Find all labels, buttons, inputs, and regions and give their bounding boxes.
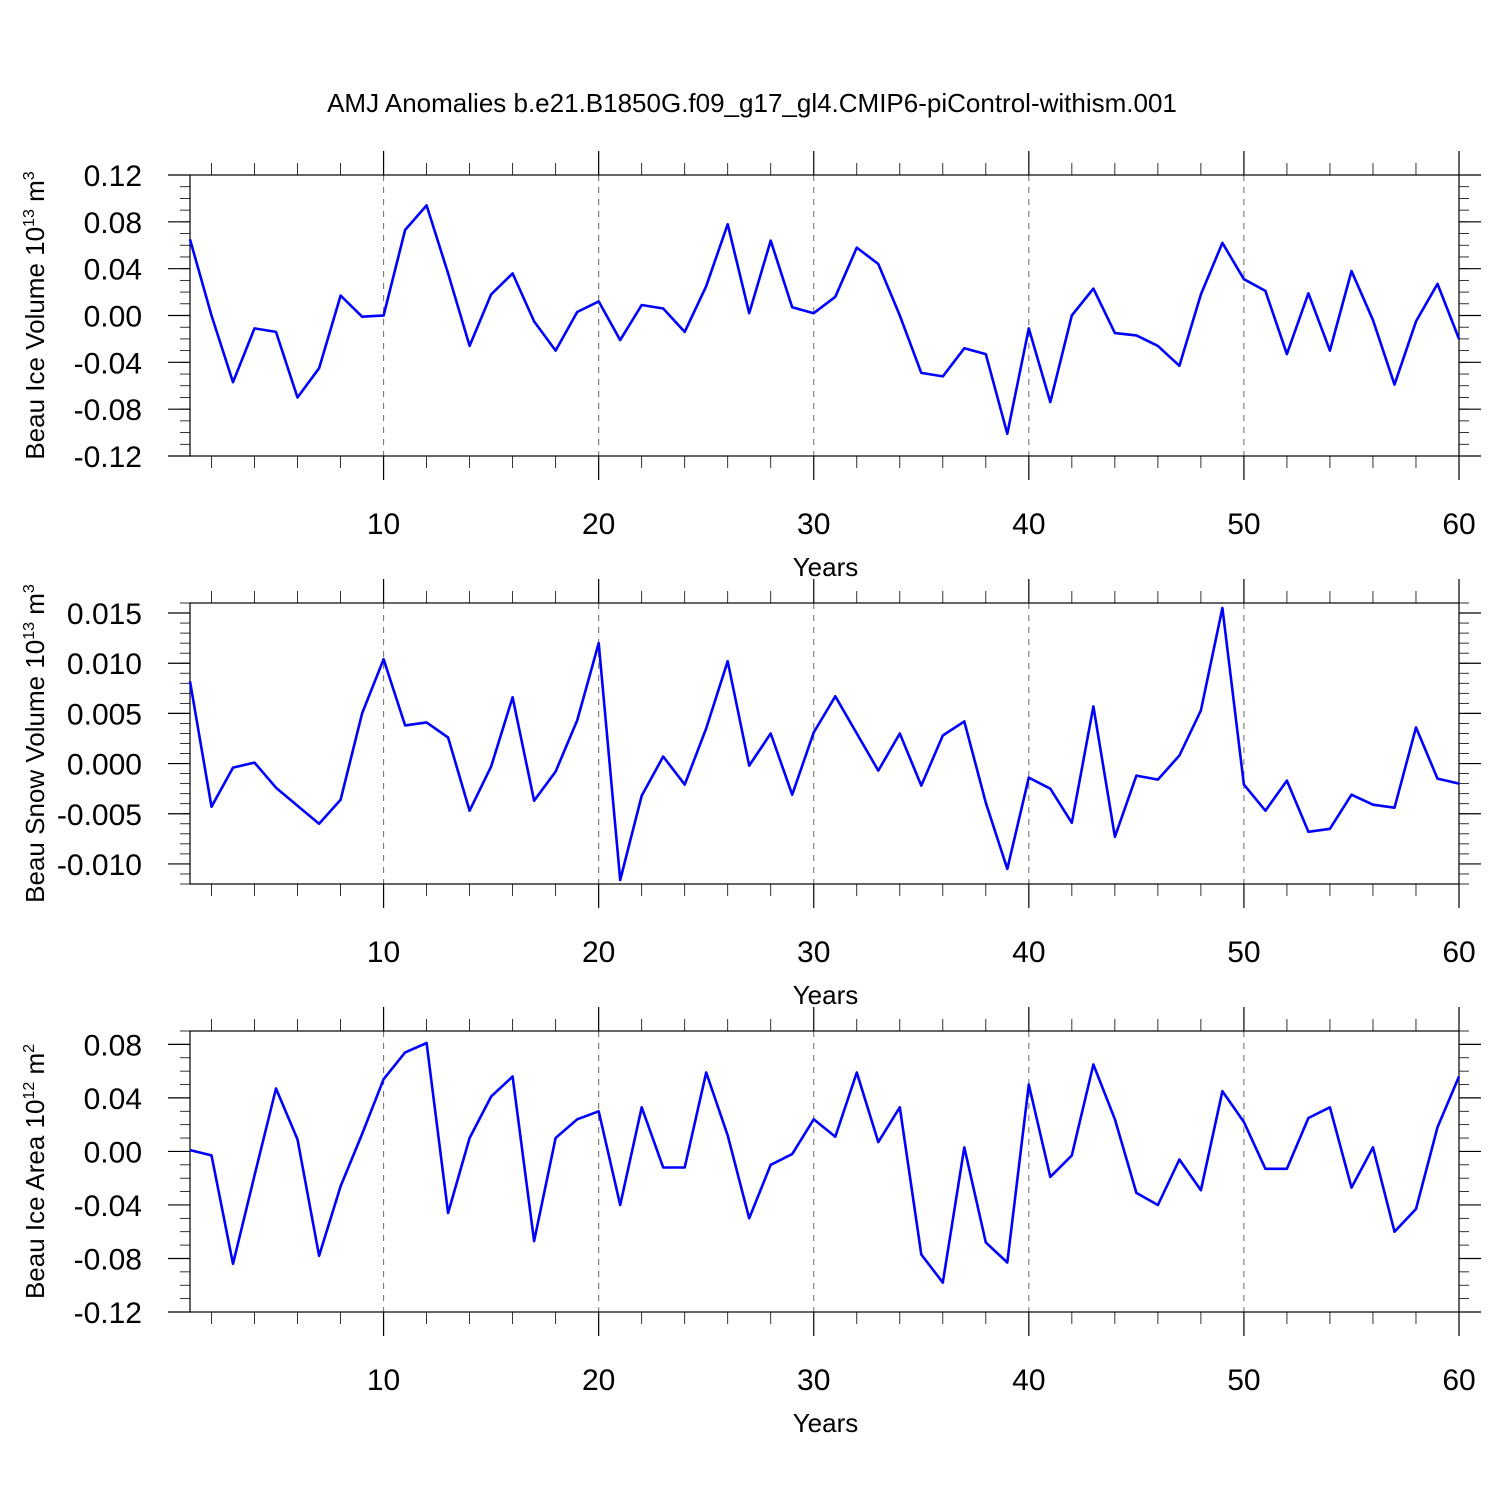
- y-axis-label: Beau Snow Volume 1013 m3: [20, 584, 50, 903]
- x-tick-label: 10: [367, 936, 400, 969]
- y-tick-label: 0.08: [84, 1029, 142, 1062]
- plot-frame: [189, 1030, 1460, 1313]
- y-tick-label: -0.04: [74, 347, 142, 380]
- plot-frame: [189, 602, 1460, 885]
- x-tick-label: 10: [367, 508, 400, 541]
- y-axis-label: Beau Ice Area 1012 m2: [20, 1044, 50, 1299]
- x-tick-label: 40: [1012, 936, 1045, 969]
- y-tick-label: 0.04: [84, 254, 142, 287]
- x-axis-label: Years: [793, 980, 859, 1010]
- y-tick-label: 0.000: [67, 749, 142, 782]
- x-tick-label: 50: [1227, 1364, 1260, 1397]
- x-tick-label: 50: [1227, 508, 1260, 541]
- panel-2: -0.010 -0.005 0.000 0.005 0.010 0.015 10 20 30 40…: [20, 579, 1481, 1010]
- panel-1: -0.12 -0.08 -0.04 0.00 0.04 0.08 0.12 10 20 30 40 5…: [20, 151, 1481, 582]
- y-tick-label: -0.08: [74, 394, 142, 427]
- panel-3: -0.12 -0.08 -0.04 0.00 0.04 0.08 10 20 30 40 50 60 Y…: [20, 1007, 1481, 1438]
- x-tick-label: 60: [1442, 1364, 1475, 1397]
- y-tick-label: -0.08: [74, 1243, 142, 1276]
- y-tick-label: 0.00: [84, 1136, 142, 1169]
- x-tick-label: 10: [367, 1364, 400, 1397]
- chart-title: AMJ Anomalies b.e21.B1850G.f09_g17_gl4.C…: [327, 88, 1177, 118]
- x-tick-label: 20: [582, 936, 615, 969]
- series-line: [188, 606, 1460, 882]
- x-axis-label: Years: [793, 1408, 859, 1438]
- x-axis-label: Years: [793, 552, 859, 582]
- x-tick-label: 40: [1012, 508, 1045, 541]
- y-tick-label: -0.010: [57, 849, 142, 882]
- y-tick-label: 0.08: [84, 207, 142, 240]
- x-tick-label: 20: [582, 1364, 615, 1397]
- y-tick-label: 0.015: [67, 598, 142, 631]
- y-tick-label: 0.005: [67, 698, 142, 731]
- x-tick-label: 40: [1012, 1364, 1045, 1397]
- y-tick-label: 0.00: [84, 301, 142, 334]
- y-tick-label: -0.04: [74, 1190, 142, 1223]
- x-tick-label: 50: [1227, 936, 1260, 969]
- y-tick-label: 0.04: [84, 1083, 142, 1116]
- y-tick-label: -0.005: [57, 799, 142, 832]
- y-axis-label: Beau Ice Volume 1013 m3: [20, 171, 50, 459]
- y-tick-label: -0.12: [74, 441, 142, 474]
- series-line: [189, 1041, 1461, 1284]
- x-tick-label: 30: [797, 508, 830, 541]
- y-tick-label: -0.12: [74, 1297, 142, 1330]
- x-tick-label: 30: [797, 936, 830, 969]
- x-tick-label: 60: [1442, 508, 1475, 541]
- x-tick-label: 20: [582, 508, 615, 541]
- x-tick-label: 30: [797, 1364, 830, 1397]
- y-tick-label: 0.12: [84, 160, 142, 193]
- x-tick-label: 60: [1442, 936, 1475, 969]
- series-line: [188, 204, 1461, 436]
- y-tick-label: 0.010: [67, 648, 142, 681]
